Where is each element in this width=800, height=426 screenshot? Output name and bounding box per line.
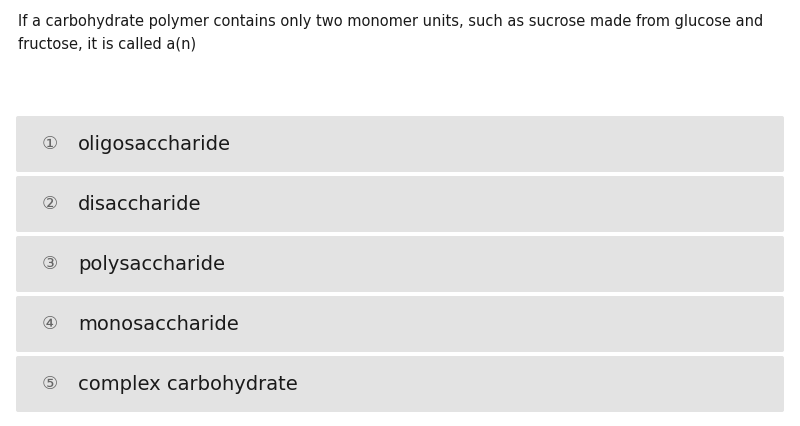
Text: disaccharide: disaccharide — [78, 195, 202, 213]
Text: ③: ③ — [42, 255, 58, 273]
FancyBboxPatch shape — [16, 176, 784, 232]
Text: polysaccharide: polysaccharide — [78, 254, 225, 273]
FancyBboxPatch shape — [16, 116, 784, 172]
FancyBboxPatch shape — [16, 296, 784, 352]
FancyBboxPatch shape — [16, 236, 784, 292]
Text: oligosaccharide: oligosaccharide — [78, 135, 231, 153]
Text: ②: ② — [42, 195, 58, 213]
Text: If a carbohydrate polymer contains only two monomer units, such as sucrose made : If a carbohydrate polymer contains only … — [18, 14, 763, 51]
Text: ④: ④ — [42, 315, 58, 333]
Text: monosaccharide: monosaccharide — [78, 314, 238, 334]
Text: ①: ① — [42, 135, 58, 153]
FancyBboxPatch shape — [16, 356, 784, 412]
Text: complex carbohydrate: complex carbohydrate — [78, 374, 298, 394]
Text: ⑤: ⑤ — [42, 375, 58, 393]
